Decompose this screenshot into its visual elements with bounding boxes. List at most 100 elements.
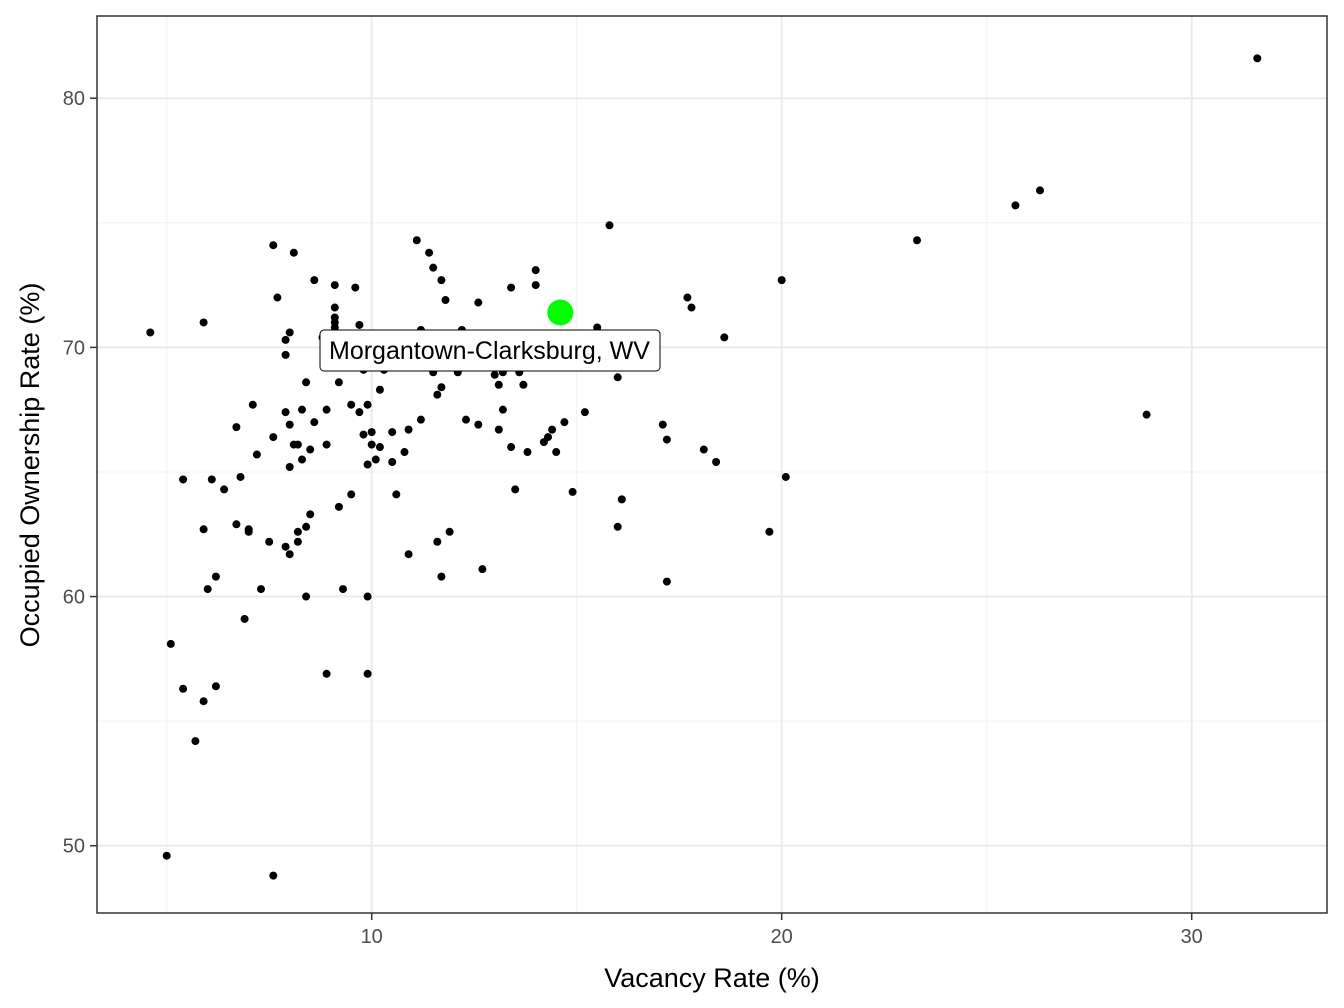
data-point: [580, 408, 589, 417]
data-point: [347, 400, 356, 409]
data-point: [560, 418, 569, 427]
data-point: [199, 525, 208, 534]
data-point: [281, 408, 290, 417]
data-point: [166, 639, 175, 648]
x-axis-ticks: 10 20 30: [361, 913, 1203, 948]
data-point: [474, 420, 483, 429]
data-point: [613, 373, 622, 382]
data-point: [462, 415, 470, 424]
data-point: [363, 592, 372, 601]
data-point: [232, 423, 241, 432]
panel-border: [96, 15, 1328, 914]
data-point: [265, 537, 274, 546]
data-point: [310, 276, 319, 285]
data-point: [281, 335, 290, 344]
data-point: [388, 458, 397, 467]
data-point: [437, 383, 446, 392]
data-point: [207, 475, 216, 484]
data-point: [777, 276, 786, 285]
data-point: [363, 669, 372, 678]
data-point: [322, 669, 331, 678]
data-point: [203, 585, 212, 594]
data-point: [359, 430, 368, 439]
data-point: [355, 408, 364, 417]
data-point: [552, 448, 561, 457]
data-point: [355, 320, 364, 329]
data-point: [1253, 54, 1262, 63]
data-point: [269, 241, 278, 250]
data-point: [334, 502, 343, 511]
data-point: [687, 303, 696, 312]
data-point: [220, 485, 229, 494]
data-point: [490, 370, 499, 379]
data-point: [351, 283, 360, 292]
y-axis-ticks: 50 60 70 80: [63, 88, 97, 858]
data-point: [1011, 201, 1020, 210]
data-point: [179, 475, 188, 484]
data-point: [306, 445, 315, 454]
data-point: [699, 445, 708, 454]
data-point: [404, 425, 413, 434]
data-point: [425, 248, 434, 257]
data-point: [302, 522, 311, 531]
data-point: [236, 472, 245, 481]
data-point: [437, 572, 446, 581]
x-tick-label: 30: [1181, 926, 1203, 948]
data-point: [293, 440, 302, 449]
data-point: [913, 236, 921, 245]
data-point: [568, 487, 577, 496]
data-points: [146, 54, 1262, 880]
data-point: [285, 328, 294, 337]
data-point: [523, 448, 532, 457]
data-point: [179, 684, 188, 693]
x-tick-label: 10: [361, 926, 383, 948]
data-point: [302, 378, 311, 387]
data-point: [330, 281, 339, 290]
data-point: [720, 333, 729, 342]
data-point: [211, 572, 220, 581]
data-point: [593, 323, 602, 332]
data-point: [281, 542, 290, 551]
data-point: [257, 585, 265, 594]
data-point: [334, 378, 343, 387]
highlight-group: Morgantown-Clarksburg, WV: [319, 299, 661, 372]
data-point: [1036, 186, 1044, 195]
data-point: [269, 871, 278, 880]
data-point: [433, 390, 442, 399]
data-point: [429, 263, 438, 272]
data-point: [302, 592, 311, 601]
data-point: [544, 433, 552, 442]
data-point: [605, 221, 614, 230]
data-point: [441, 296, 450, 305]
data-point: [765, 527, 774, 536]
data-point: [683, 293, 692, 302]
data-point: [375, 443, 384, 452]
data-point: [617, 495, 626, 504]
y-axis-title: Occupied Ownership Rate (%): [15, 283, 45, 648]
data-point: [781, 472, 790, 481]
minor-gridlines: [97, 16, 1327, 913]
data-point: [252, 450, 261, 459]
data-point: [298, 405, 306, 414]
data-point: [445, 527, 454, 536]
data-point: [330, 318, 339, 327]
data-point: [507, 443, 516, 452]
data-point: [211, 682, 220, 691]
x-axis-title: Vacancy Rate (%): [604, 963, 820, 993]
data-point: [285, 462, 294, 471]
data-point: [712, 458, 721, 467]
data-point: [367, 440, 376, 449]
data-point: [244, 525, 253, 534]
data-point: [363, 400, 372, 409]
y-tick-label: 70: [63, 337, 85, 359]
data-point: [240, 614, 249, 623]
data-point: [232, 520, 241, 529]
data-point: [269, 433, 278, 442]
data-point: [273, 293, 282, 302]
data-point: [281, 350, 290, 359]
data-point: [367, 428, 376, 437]
data-point: [1142, 410, 1151, 419]
x-tick-label: 20: [771, 926, 793, 948]
